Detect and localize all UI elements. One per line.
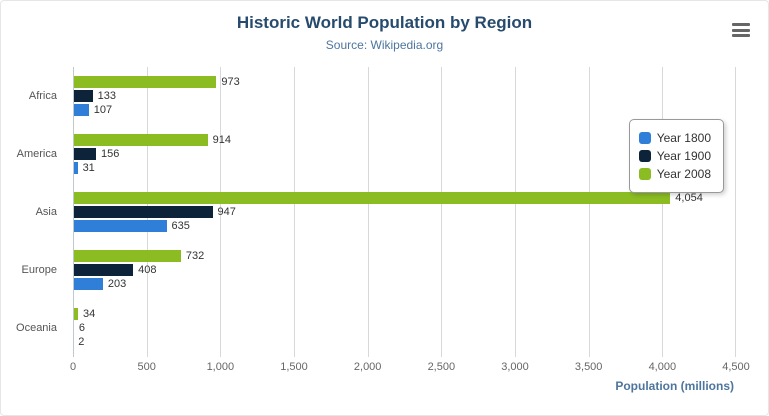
hamburger-line <box>732 23 750 26</box>
bar-value-label: 107 <box>93 104 113 116</box>
category-label-asia: Asia <box>35 206 57 218</box>
bar-row: 31 <box>73 162 736 174</box>
bar-row: 203 <box>73 278 736 290</box>
legend-swatch-icon <box>638 150 651 162</box>
bar-value-label: 133 <box>97 90 116 102</box>
category-axis-labels: Africa America Asia Europe Oceania <box>1 67 65 357</box>
bar-value-label: 34 <box>83 308 96 320</box>
legend-item-year-1900[interactable]: Year 1900 <box>638 149 711 163</box>
bar-year-1900-asia[interactable] <box>73 206 213 218</box>
bar-row: 133 <box>73 90 736 102</box>
value-axis-tick-label: 2,000 <box>353 361 382 373</box>
value-axis-tick-label: 1,500 <box>280 361 308 373</box>
bar-value-label: 6 <box>78 322 85 334</box>
bar-year-1800-africa[interactable] <box>73 104 89 116</box>
bar-year-2008-asia[interactable] <box>73 192 671 204</box>
hamburger-line <box>732 34 750 37</box>
bar-year-1900-america[interactable] <box>73 148 96 160</box>
hamburger-menu-icon[interactable] <box>732 23 750 37</box>
gridline <box>367 67 369 357</box>
chart-title: Historic World Population by Region <box>236 13 533 32</box>
bar-year-2008-america[interactable] <box>73 134 208 146</box>
value-axis-tick-label: 3,000 <box>501 361 529 373</box>
bar-value-label: 914 <box>212 134 232 146</box>
bar-year-1800-america[interactable] <box>73 162 78 174</box>
value-axis-tick-label: 4,500 <box>722 361 750 373</box>
gridline <box>441 67 443 357</box>
chart-subtitle: Source: Wikipedia.org <box>325 38 444 52</box>
bar-value-label: 156 <box>100 148 120 160</box>
category-label-europe: Europe <box>21 264 57 276</box>
bar-group-asia: 4,054 947 635 <box>73 192 736 234</box>
bar-group-europe: 732 408 203 <box>73 250 736 292</box>
value-axis-tick-label: 3,500 <box>574 361 603 373</box>
hamburger-line <box>732 28 750 32</box>
gridline <box>735 67 736 357</box>
bar-row: 732 <box>73 250 736 262</box>
legend-label: Year 2008 <box>656 167 711 181</box>
bar-year-1800-europe[interactable] <box>73 278 103 290</box>
bar-year-2008-africa[interactable] <box>73 76 217 88</box>
bar-row: 947 <box>73 206 736 218</box>
category-label-america: America <box>16 148 57 160</box>
legend: Year 1800 Year 1900 Year 2008 <box>628 119 724 193</box>
bar-row: 914 <box>73 134 736 146</box>
bar-row: 635 <box>73 220 736 232</box>
gridline <box>662 67 664 357</box>
gridline <box>220 67 222 357</box>
bar-year-2008-oceania[interactable] <box>73 308 78 320</box>
bar-row: 156 <box>73 148 736 160</box>
bar-row: 2 <box>73 336 736 348</box>
value-axis-tick-label: 0 <box>69 361 77 373</box>
bar-row: 6 <box>73 322 736 334</box>
bar-value-label: 635 <box>171 220 190 232</box>
bar-value-label: 732 <box>185 250 205 262</box>
bar-value-label: 2 <box>78 336 85 348</box>
value-axis-tick-labels: 0 500 1,000 1,500 2,000 2,500 3,000 3,500 4,000 4… <box>69 361 750 375</box>
bar-row: 34 <box>73 308 736 320</box>
category-axis-line <box>73 67 74 357</box>
category-label-oceania: Oceania <box>16 322 57 334</box>
bar-value-label: 408 <box>138 264 157 276</box>
legend-item-year-1800[interactable]: Year 1800 <box>638 131 711 145</box>
bar-year-1900-africa[interactable] <box>73 90 93 102</box>
gridline <box>514 67 516 357</box>
gridline <box>293 67 295 357</box>
legend-item-year-2008[interactable]: Year 2008 <box>638 167 711 181</box>
value-axis-tick-label: 1,000 <box>206 361 235 373</box>
legend-label: Year 1800 <box>656 131 711 145</box>
bar-value-label: 947 <box>217 206 236 218</box>
value-axis-tick-label: 500 <box>137 361 156 373</box>
bar-value-label: 973 <box>221 76 240 88</box>
value-axis-title: Population (millions) <box>615 379 734 393</box>
bar-row: 408 <box>73 264 736 276</box>
bar-group-africa: 973 133 107 <box>73 76 736 118</box>
value-axis-tick-label: 4,000 <box>648 361 677 373</box>
bar-year-1800-asia[interactable] <box>73 220 167 232</box>
bar-group-oceania: 34 6 2 <box>73 308 736 350</box>
bar-row: 973 <box>73 76 736 88</box>
bar-value-label: 4,054 <box>675 192 703 204</box>
category-label-africa: Africa <box>28 90 57 102</box>
bar-year-1900-europe[interactable] <box>73 264 134 276</box>
bar-value-label: 203 <box>107 278 127 290</box>
bar-value-label: 31 <box>82 162 95 174</box>
bar-row: 4,054 <box>73 192 736 204</box>
legend-swatch-icon <box>638 132 651 144</box>
legend-label: Year 1900 <box>656 149 711 163</box>
bar-row: 107 <box>73 104 736 116</box>
legend-swatch-icon <box>638 168 651 180</box>
bar-year-2008-europe[interactable] <box>73 250 181 262</box>
plot-area: 973 133 107 914 156 31 4,054 947 635 732 408 203 34 6… <box>73 67 736 357</box>
gridline <box>588 67 590 357</box>
bar-group-america: 914 156 31 <box>73 134 736 176</box>
value-axis-tick-label: 2,500 <box>427 361 456 373</box>
